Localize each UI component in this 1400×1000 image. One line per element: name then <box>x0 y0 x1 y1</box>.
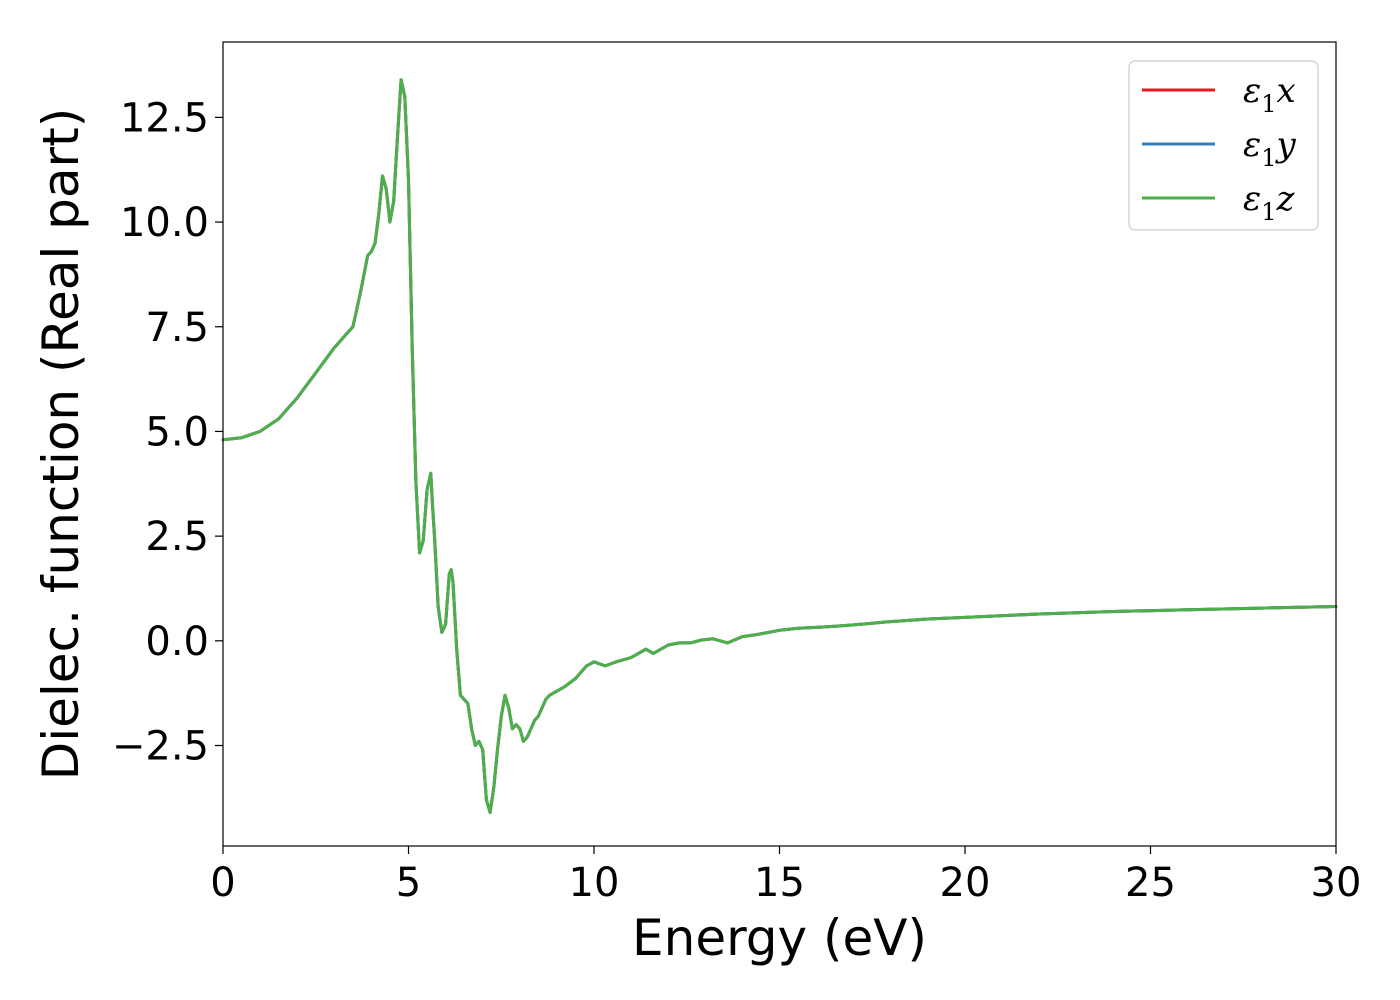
series-line-z <box>221 78 1338 814</box>
legend-symbol: ε <box>1243 125 1261 165</box>
legend-label-z: ε1z <box>1243 179 1296 226</box>
y-tick-label: 12.5 <box>120 95 209 141</box>
x-axis-label: Energy (eV) <box>632 909 927 967</box>
x-tick-label: 30 <box>1311 860 1362 906</box>
legend-symbol: ε <box>1243 179 1261 219</box>
x-tick-label: 0 <box>210 860 235 906</box>
y-tick-label: 0.0 <box>145 619 209 665</box>
legend-subscript: 1 <box>1261 90 1276 118</box>
series-layer <box>221 78 1338 814</box>
legend-suffix: y <box>1275 125 1297 165</box>
y-tick-label: 10.0 <box>120 200 209 246</box>
y-tick-label: 2.5 <box>145 514 209 560</box>
y-axis-label: Dielec. function (Real part) <box>32 108 90 780</box>
y-axis: −2.5 0.0 2.5 5.0 7.5 10.0 12.5 <box>112 95 223 770</box>
legend-label-x: ε1x <box>1243 71 1296 118</box>
x-axis: 0 5 10 15 20 25 30 <box>210 846 1361 906</box>
legend-subscript: 1 <box>1261 144 1276 172</box>
y-tick-label: 7.5 <box>145 305 209 351</box>
x-tick-label: 20 <box>940 860 991 906</box>
x-tick-label: 25 <box>1125 860 1176 906</box>
x-tick-label: 5 <box>396 860 421 906</box>
legend-label-y: ε1y <box>1243 125 1297 172</box>
legend-subscript: 1 <box>1261 198 1276 226</box>
x-tick-label: 15 <box>754 860 805 906</box>
x-tick-label: 10 <box>569 860 620 906</box>
legend-symbol: ε <box>1243 71 1261 111</box>
y-tick-label: −2.5 <box>112 724 209 770</box>
legend-box <box>1128 60 1319 231</box>
y-tick-label: 5.0 <box>145 409 209 455</box>
legend-suffix: z <box>1276 179 1296 219</box>
legend-suffix: x <box>1277 71 1296 111</box>
